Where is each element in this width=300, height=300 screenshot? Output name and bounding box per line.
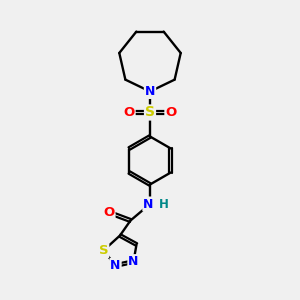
Text: O: O — [103, 206, 115, 219]
Text: O: O — [165, 106, 177, 119]
Text: H: H — [159, 197, 168, 211]
Text: N: N — [143, 197, 154, 211]
Text: O: O — [123, 106, 135, 119]
Text: S: S — [145, 106, 155, 119]
Text: N: N — [145, 85, 155, 98]
Text: N: N — [110, 259, 121, 272]
Text: S: S — [99, 244, 108, 257]
Text: N: N — [128, 255, 139, 268]
